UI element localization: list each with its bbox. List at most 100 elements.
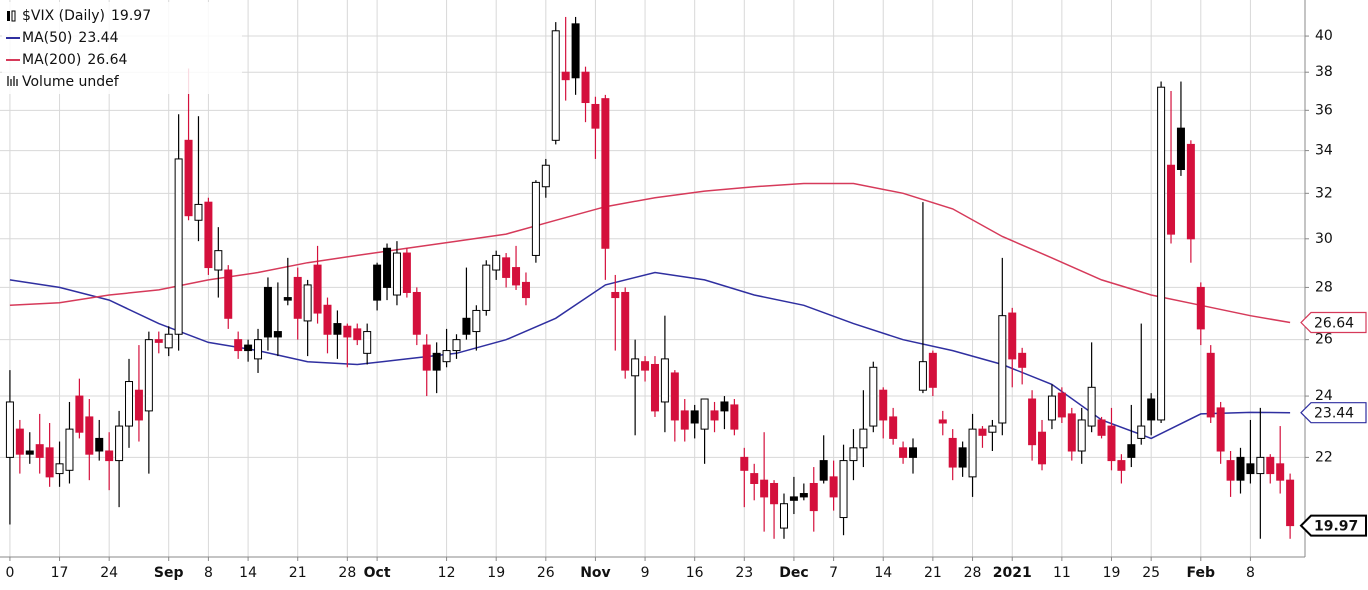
- candle-body: [224, 269, 233, 319]
- legend-icon: [7, 76, 9, 86]
- candle-body: [968, 428, 977, 478]
- value-tag-box: [1299, 514, 1367, 537]
- candle-body: [641, 361, 650, 371]
- candle-body: [770, 482, 779, 505]
- candle-body: [899, 447, 908, 458]
- candle-body: [1028, 398, 1037, 446]
- candle-body: [938, 419, 947, 424]
- candle-body: [839, 460, 848, 519]
- x-tick-label: 14: [874, 565, 892, 581]
- x-tick-label: 2021: [993, 565, 1032, 581]
- candle-body: [869, 366, 878, 427]
- candle-body: [412, 291, 421, 335]
- candle-body: [472, 309, 481, 333]
- x-tick-label: 16: [686, 565, 704, 581]
- x-tick-label: 24: [100, 565, 118, 581]
- candle-body: [263, 286, 272, 338]
- candle-body: [561, 71, 570, 81]
- candle-body: [1186, 143, 1195, 240]
- candle-body: [75, 395, 84, 433]
- candle-body: [998, 315, 1007, 424]
- candle-body: [591, 103, 600, 129]
- candle-body: [1176, 127, 1185, 171]
- candle-body: [283, 297, 292, 301]
- legend-value: 26.64: [87, 52, 127, 68]
- candle-body: [105, 450, 114, 462]
- candle-body: [402, 252, 411, 293]
- candle-body: [531, 181, 540, 256]
- candle-body: [700, 398, 709, 430]
- candle-body: [234, 339, 243, 352]
- candle-body: [581, 71, 590, 104]
- legend-label: MA(200): [22, 52, 81, 68]
- legend-label: $VIX (Daily): [22, 8, 105, 24]
- candle-body: [1286, 479, 1295, 527]
- x-tick-label: Sep: [154, 565, 184, 581]
- candle-body: [184, 139, 193, 217]
- y-tick-label: 26: [1315, 332, 1333, 348]
- candles: [5, 16, 1295, 539]
- candle-body: [849, 447, 858, 462]
- x-tick-label: 28: [964, 565, 982, 581]
- candle-body: [829, 476, 838, 498]
- legend-value: 23.44: [78, 30, 118, 46]
- candle-body: [1276, 463, 1285, 481]
- candle-body: [333, 323, 342, 335]
- candle-body: [512, 267, 521, 286]
- candle-body: [1206, 352, 1215, 418]
- legend-label: MA(50): [22, 30, 72, 46]
- candle-body: [1226, 460, 1235, 481]
- candle-body: [740, 456, 749, 471]
- candle-body: [35, 444, 44, 458]
- axes: 22 24 26 28 30 32 34 36 38 40 0 17 24 Sep 8 14 21 28 Oct 12…: [5, 28, 1332, 581]
- candle-body: [462, 317, 471, 335]
- legend-box: [2, 2, 242, 94]
- candle-body: [353, 328, 362, 341]
- candle-body: [611, 291, 620, 299]
- candle-body: [15, 428, 24, 455]
- candle-body: [1117, 460, 1126, 471]
- candle-body: [879, 389, 888, 421]
- candle-body: [809, 482, 818, 512]
- candle-body: [1196, 286, 1205, 330]
- x-tick-label: Feb: [1187, 565, 1216, 581]
- candle-body: [670, 372, 679, 421]
- x-tick-label: 8: [1246, 565, 1255, 581]
- candle-body: [779, 503, 788, 529]
- candle-body: [323, 304, 332, 335]
- legend: $VIX (Daily) 19.97 MA(50) 23.44 MA(200) 26.64…: [2, 2, 242, 94]
- candle-body: [760, 479, 769, 498]
- candle-body: [1216, 407, 1225, 452]
- candle-body: [909, 447, 918, 458]
- legend-icon: [16, 79, 18, 86]
- candle-body: [383, 247, 392, 288]
- candle-body: [432, 352, 441, 371]
- value-tag-label: 19.97: [1314, 519, 1358, 535]
- candle-body: [1107, 425, 1116, 462]
- candle-body: [502, 257, 511, 278]
- y-tick-label: 22: [1315, 449, 1333, 465]
- x-tick-label: 14: [239, 565, 257, 581]
- candle-body: [254, 339, 263, 360]
- candle-body: [95, 437, 104, 452]
- value-tag: 26.64: [1300, 311, 1367, 334]
- x-tick-label: Oct: [364, 565, 391, 581]
- x-tick-label: 19: [1103, 565, 1121, 581]
- candle-body: [422, 344, 431, 371]
- candle-body: [680, 410, 689, 430]
- candle-body: [5, 401, 14, 458]
- candle-body: [789, 496, 798, 501]
- value-tag: 23.44: [1300, 402, 1367, 424]
- x-tick-label: 9: [641, 565, 650, 581]
- candle-body: [25, 450, 34, 455]
- candle-body: [720, 401, 729, 412]
- candle-body: [442, 350, 451, 363]
- legend-icon: [7, 11, 10, 21]
- candle-body: [125, 381, 134, 427]
- y-tick-label: 40: [1315, 28, 1333, 44]
- candle-body: [1236, 456, 1245, 481]
- candle-body: [1127, 444, 1136, 458]
- x-tick-label: 21: [924, 565, 942, 581]
- candle-body: [601, 98, 610, 249]
